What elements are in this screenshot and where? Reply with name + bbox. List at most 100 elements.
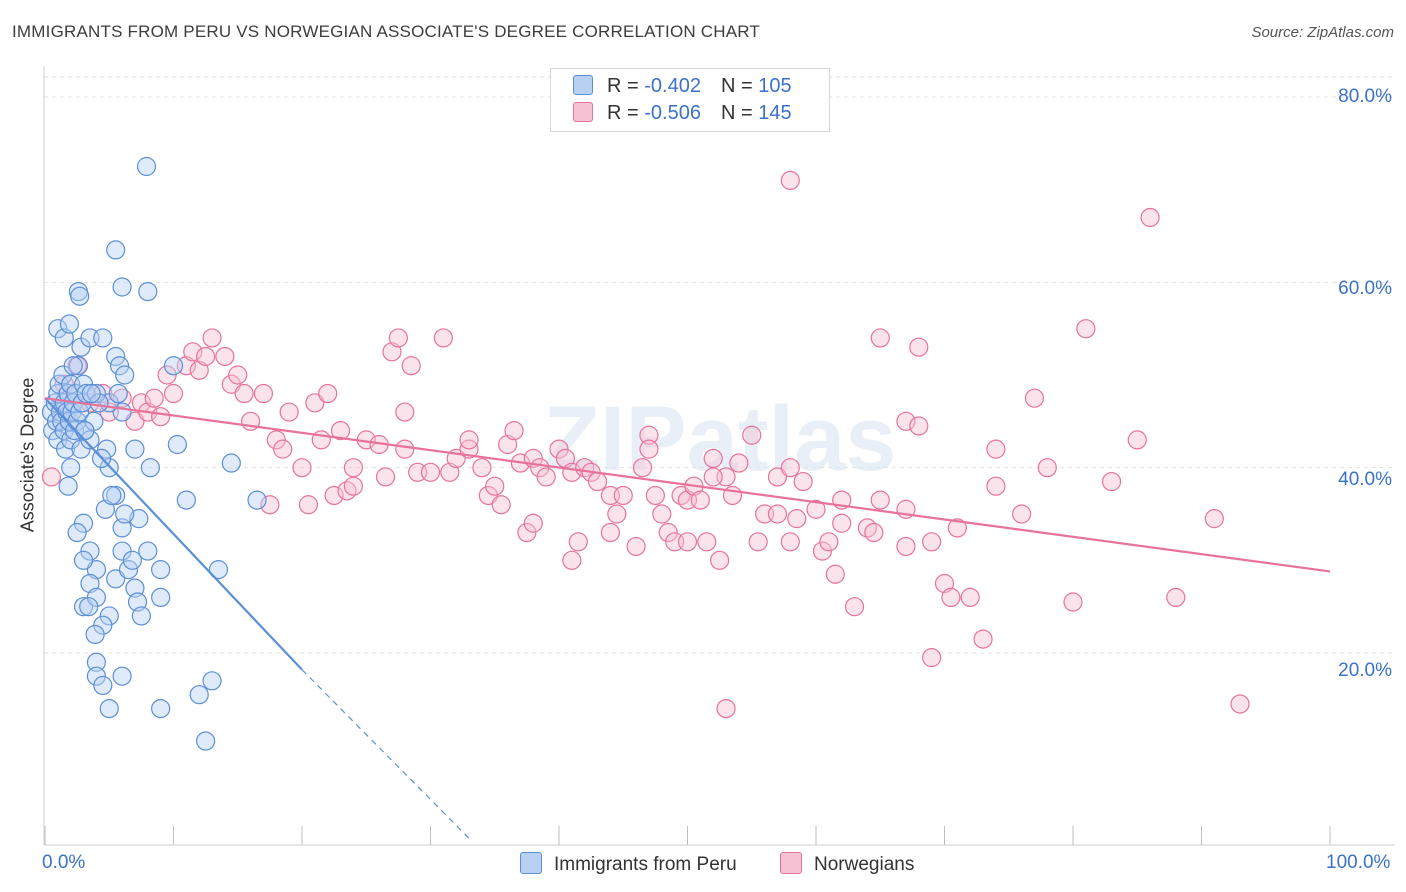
y-tick-label-20: 20.0% — [1338, 660, 1392, 681]
peru-point — [151, 698, 171, 719]
peru-point — [80, 430, 100, 450]
norwegians-point — [639, 439, 659, 459]
peru-point — [106, 569, 126, 589]
norwegians-point — [710, 550, 730, 570]
peru-point — [99, 606, 119, 626]
norwegians-point — [157, 365, 177, 385]
norwegians-point — [767, 504, 788, 524]
norwegians-point — [298, 495, 319, 515]
norwegians-point — [221, 374, 241, 394]
peru-point — [167, 434, 187, 455]
peru-point — [55, 439, 76, 459]
norwegians-point — [318, 383, 338, 404]
norwegians-point — [748, 532, 768, 552]
norwegians-point — [1063, 592, 1083, 612]
norwegians-point — [196, 346, 216, 367]
norwegians-point — [832, 513, 852, 533]
norwegians-point — [697, 532, 717, 552]
peru-point — [79, 597, 99, 617]
axes — [43, 66, 1395, 846]
peru-point — [202, 671, 222, 691]
peru-point — [247, 490, 267, 510]
norwegians-point — [401, 356, 421, 376]
peru-point — [140, 458, 160, 478]
norwegians-point — [639, 425, 659, 445]
peru-point — [73, 550, 94, 570]
norwegians-point — [870, 328, 890, 348]
norwegians-point — [292, 458, 312, 478]
legend-swatch-pink — [573, 102, 593, 122]
norwegians-point — [973, 629, 993, 649]
peru-point — [48, 319, 68, 339]
norwegians-point — [716, 698, 736, 719]
norwegians-point — [1101, 471, 1122, 492]
peru-point — [112, 666, 132, 686]
norwegians-point — [234, 383, 254, 404]
norwegians-point — [909, 416, 929, 436]
norwegians-point — [806, 499, 826, 519]
norwegians-point — [1140, 207, 1160, 228]
peru-point — [208, 559, 229, 580]
peru-point — [122, 550, 142, 570]
norwegians-point — [183, 342, 203, 362]
peru-point — [70, 286, 90, 306]
norwegians-point — [305, 393, 325, 413]
norwegians-point — [864, 522, 884, 543]
y-tick-label-60: 60.0% — [1338, 278, 1392, 299]
norwegians-point — [780, 458, 800, 478]
peru-point — [115, 365, 135, 385]
norwegians-point — [729, 453, 749, 473]
peru-point — [189, 685, 209, 705]
norwegians-point — [202, 328, 222, 348]
norwegians-point — [151, 407, 171, 427]
trend-line-norwegians — [44, 397, 1331, 573]
norwegians-point — [343, 476, 363, 496]
peru-point — [138, 282, 158, 302]
peru-point — [115, 504, 135, 524]
y-tick-label-80: 80.0% — [1338, 86, 1392, 107]
peru-point — [106, 346, 126, 367]
norwegians-point — [909, 337, 929, 357]
peru-point — [99, 698, 119, 719]
peru-point — [138, 541, 158, 561]
bottom-legend-peru: Immigrants from Peru — [520, 852, 737, 876]
bottom-legend-swatch-blue — [520, 852, 542, 874]
norwegians-point — [677, 532, 698, 552]
stats-legend: R = -0.402 N = 105 R = -0.506 N = 145 — [550, 68, 830, 132]
norwegians-point — [703, 448, 723, 468]
trend-lines — [44, 397, 1331, 839]
legend-n-value: 105 — [758, 75, 792, 97]
legend-row-norwegians: R = -0.506 N = 145 — [573, 102, 792, 125]
series-norwegians — [41, 170, 1250, 719]
norwegians-point — [485, 476, 505, 496]
norwegians-point — [1011, 504, 1032, 524]
peru-point — [68, 356, 89, 376]
bottom-legend-label-norwegians: Norwegians — [814, 854, 915, 875]
norwegians-point — [1024, 388, 1045, 408]
norwegians-point — [896, 536, 916, 557]
norwegians-point — [433, 328, 453, 348]
norwegians-point — [587, 471, 608, 492]
legend-r-value: -0.506 — [644, 102, 701, 124]
peru-point — [80, 541, 100, 561]
peru-point — [61, 458, 81, 478]
norwegians-point — [395, 402, 415, 422]
norwegians-point — [922, 532, 942, 552]
norwegians-point — [986, 439, 1006, 459]
y-tick-label-40: 40.0% — [1338, 469, 1392, 490]
peru-point — [73, 597, 94, 617]
legend-n-value: 145 — [758, 102, 792, 124]
peru-point — [109, 356, 130, 376]
chart-title: IMMIGRANTS FROM PERU VS NORWEGIAN ASSOCI… — [12, 22, 761, 41]
norwegians-point — [780, 532, 800, 552]
y-axis-title: Associate's Degree — [17, 377, 38, 533]
legend-row-peru: R = -0.402 N = 105 — [573, 75, 792, 98]
norwegians-point — [420, 462, 441, 482]
peru-point — [131, 606, 151, 626]
norwegians-point — [600, 522, 621, 543]
norwegians-point — [253, 383, 274, 404]
norwegians-point — [632, 458, 653, 478]
peru-point — [196, 731, 216, 751]
norwegians-point — [562, 550, 582, 570]
peru-point — [151, 559, 171, 580]
